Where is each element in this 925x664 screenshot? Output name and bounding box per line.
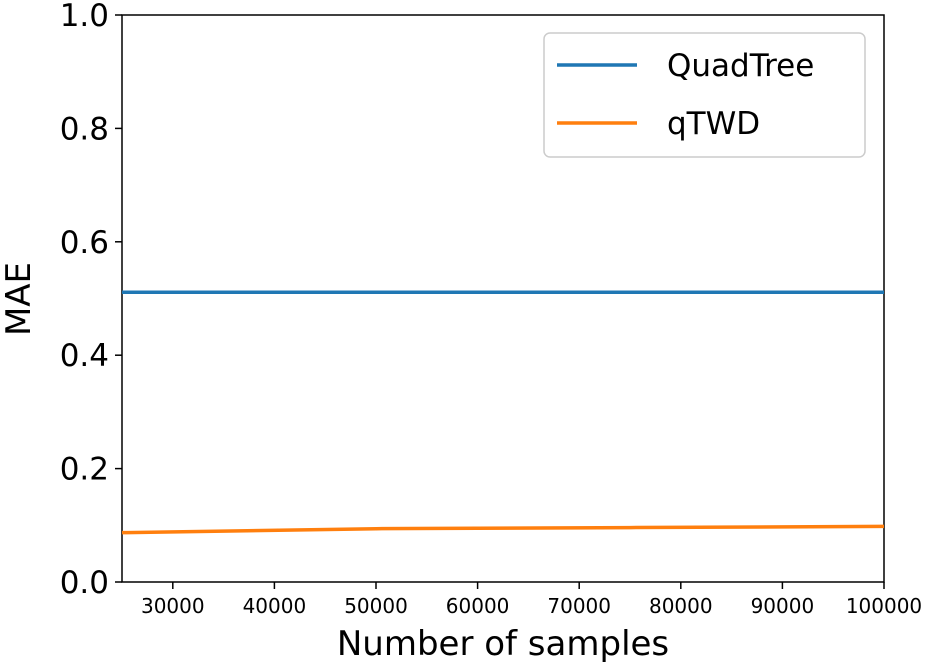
legend-label-qtwd: qTWD: [667, 106, 760, 142]
y-tick-label: 0.0: [60, 565, 109, 601]
x-tick-label: 90000: [751, 594, 815, 618]
x-tick-label: 100000: [846, 594, 922, 618]
y-tick-label: 0.6: [60, 225, 109, 261]
y-axis-label: MAE: [0, 262, 39, 336]
plot-area: [121, 14, 885, 583]
y-axis-ticks: 0.0 0.2 0.4 0.6 0.8 1.0: [60, 0, 122, 601]
y-tick-label: 0.8: [60, 111, 109, 147]
x-tick-label: 80000: [649, 594, 713, 618]
y-tick-label: 0.2: [60, 452, 109, 488]
series-layer: [121, 290, 885, 535]
x-tick-label: 30000: [141, 594, 205, 618]
series-line-qtwd: [121, 524, 885, 535]
x-tick-label: 40000: [243, 594, 307, 618]
x-tick-label: 50000: [344, 594, 408, 618]
x-tick-label: 70000: [547, 594, 611, 618]
legend-label-quadtree: QuadTree: [667, 48, 814, 84]
x-tick-label: 60000: [446, 594, 510, 618]
plot-frame: [121, 14, 885, 583]
legend: QuadTree qTWD: [543, 32, 866, 158]
y-tick-label: 1.0: [60, 0, 109, 34]
x-axis-label: Number of samples: [337, 624, 669, 664]
x-axis-ticks: 30000 40000 50000 60000 70000 80000 90000 10000…: [141, 582, 922, 618]
y-tick-label: 0.4: [60, 338, 109, 374]
